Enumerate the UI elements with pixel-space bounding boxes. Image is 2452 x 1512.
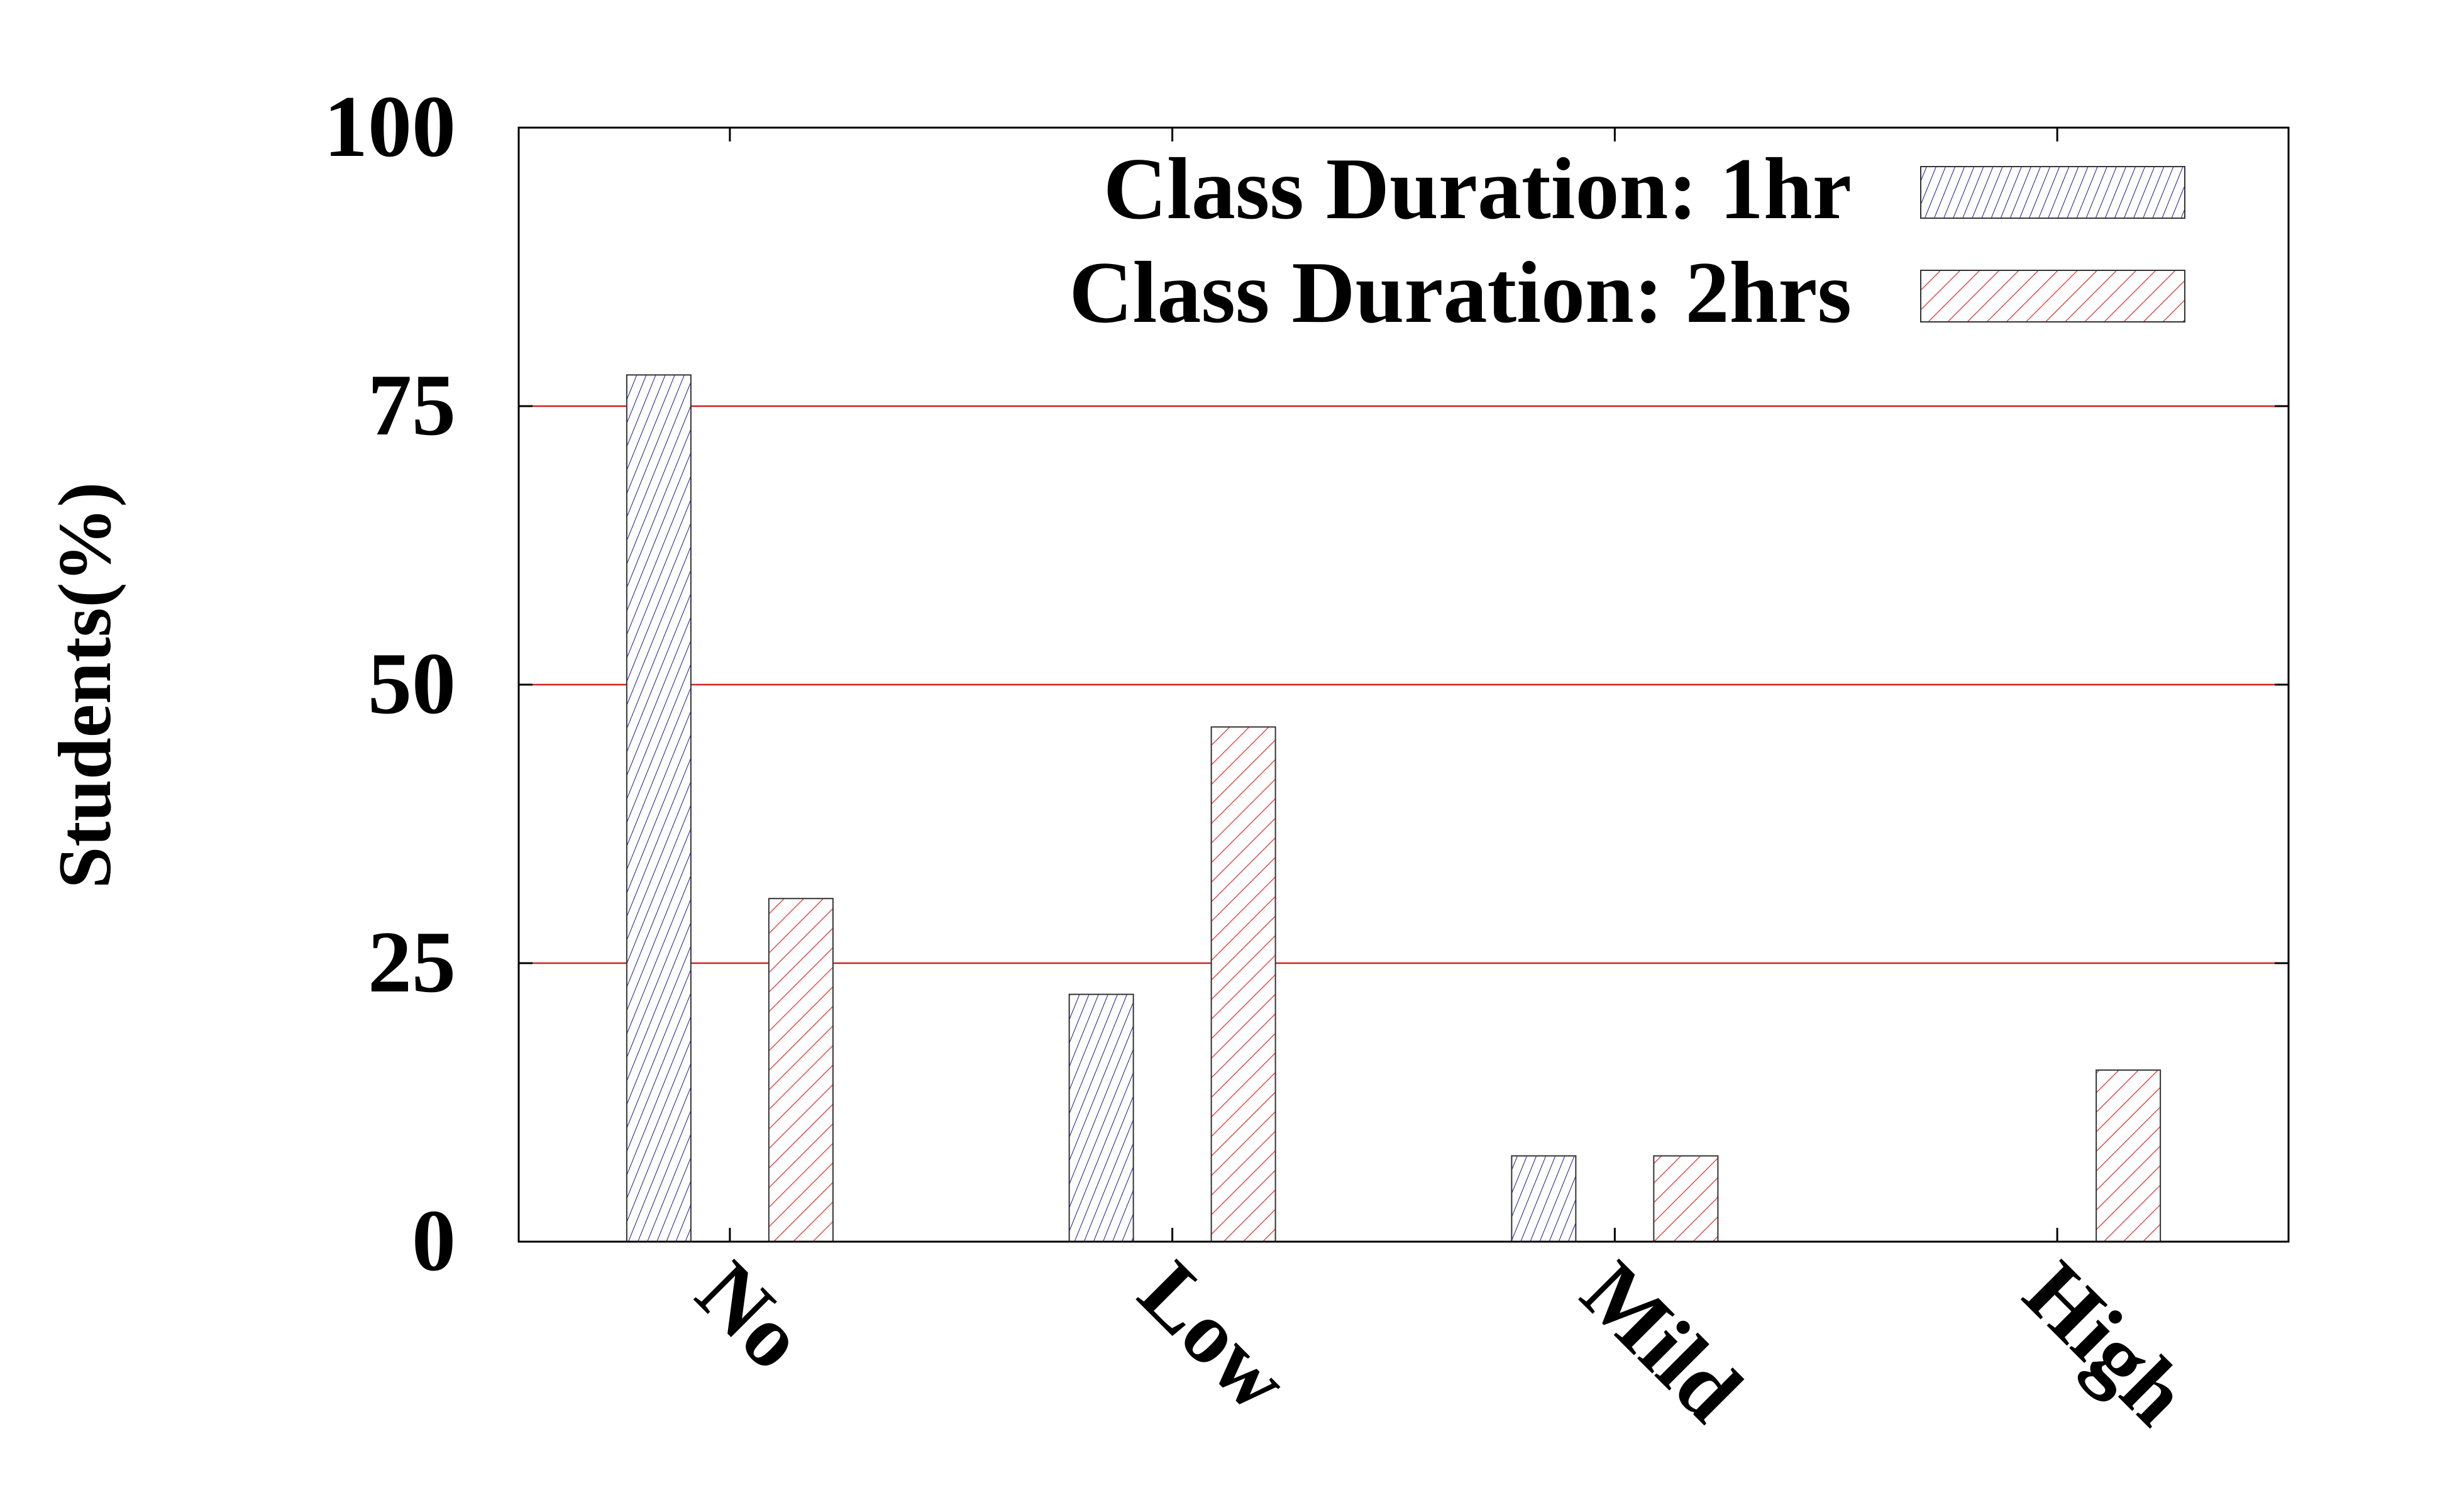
y-tick-label: 25 — [368, 913, 456, 1011]
legend-label: Class Duration: 2hrs — [1069, 244, 1852, 341]
bar-2hrs-no — [768, 898, 834, 1242]
x-tick-label: No — [678, 1243, 824, 1388]
x-tick-label: Low — [1121, 1243, 1308, 1430]
y-tick-label: 75 — [368, 356, 456, 454]
bar-2hrs-low — [1210, 726, 1276, 1243]
x-axis-tick-labels: No Low Mild High — [678, 1243, 2206, 1443]
bars — [626, 374, 2162, 1243]
bar-2hrs-high — [2096, 1069, 2162, 1243]
bar-2hrs-mild — [1653, 1155, 1719, 1243]
legend-swatch — [1920, 270, 2185, 323]
legend-swatch — [1920, 166, 2185, 219]
grid-lines — [519, 405, 2289, 964]
bar-1hr-low — [1068, 993, 1134, 1242]
y-axis-label: Students(%) — [43, 482, 126, 889]
x-tick-label: Mild — [1563, 1243, 1760, 1440]
y-tick-label: 50 — [368, 635, 456, 732]
bar-1hr-no — [626, 374, 692, 1242]
legend-label: Class Duration: 1hr — [1103, 140, 1852, 238]
x-tick-label: High — [2006, 1243, 2206, 1443]
axis-ticks — [519, 126, 2289, 1243]
y-tick-label: 0 — [412, 1192, 456, 1289]
y-axis-tick-labels: 0 25 50 75 100 — [324, 78, 456, 1289]
y-tick-label: 100 — [324, 78, 456, 175]
bar-1hr-mild — [1511, 1155, 1577, 1243]
